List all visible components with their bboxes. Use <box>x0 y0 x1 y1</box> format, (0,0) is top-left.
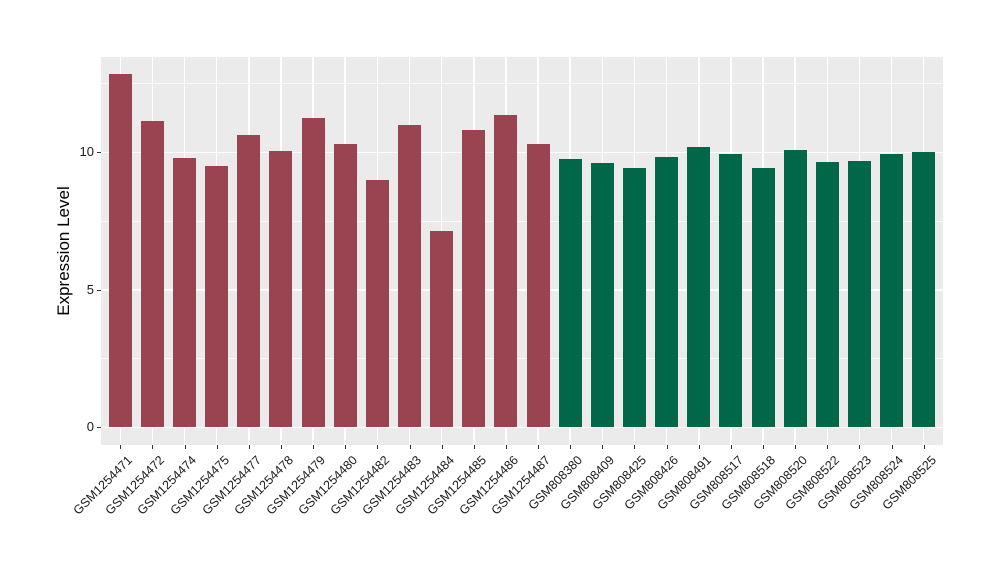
bar-GSM808525 <box>912 152 936 428</box>
bar-GSM1254484 <box>430 230 454 428</box>
x-tick-mark <box>570 445 572 449</box>
x-tick-mark <box>795 445 797 449</box>
bar-GSM808380 <box>558 159 582 428</box>
x-tick-mark <box>280 445 282 449</box>
x-tick-mark <box>216 445 218 449</box>
bar-GSM808491 <box>687 146 711 428</box>
x-tick-mark <box>698 445 700 449</box>
x-tick-mark <box>763 445 765 449</box>
x-tick-mark <box>634 445 636 449</box>
y-tick-mark <box>97 289 101 291</box>
x-tick-mark <box>345 445 347 449</box>
bar-GSM808426 <box>655 156 679 428</box>
bar-GSM1254480 <box>333 144 357 428</box>
x-tick-mark <box>184 445 186 449</box>
x-tick-mark <box>666 445 668 449</box>
bar-GSM808523 <box>847 160 871 428</box>
major-gridline <box>101 151 943 154</box>
x-tick-mark <box>923 445 925 449</box>
x-tick-mark <box>827 445 829 449</box>
x-tick-mark <box>473 445 475 449</box>
x-tick-mark <box>730 445 732 449</box>
bar-GSM1254486 <box>494 115 518 428</box>
bar-GSM1254478 <box>269 151 293 428</box>
bar-GSM1254483 <box>398 124 422 428</box>
bar-GSM1254472 <box>140 120 164 428</box>
x-tick-mark <box>538 445 540 449</box>
y-tick-mark <box>97 427 101 429</box>
y-tick-label: 5 <box>86 281 94 297</box>
x-tick-mark <box>891 445 893 449</box>
bar-GSM808522 <box>815 162 839 428</box>
x-tick-mark <box>152 445 154 449</box>
bar-GSM1254487 <box>526 144 550 428</box>
bar-GSM808425 <box>622 167 646 428</box>
major-gridline <box>101 289 943 291</box>
bar-GSM1254479 <box>301 118 325 428</box>
bar-GSM1254477 <box>237 134 261 428</box>
bar-GSM1254482 <box>365 179 389 428</box>
y-axis-title: Expression Level <box>54 186 73 316</box>
bar-GSM1254471 <box>108 74 132 428</box>
x-tick-mark <box>313 445 315 449</box>
x-tick-mark <box>505 445 507 449</box>
bar-GSM1254475 <box>205 166 229 428</box>
x-tick-mark <box>441 445 443 449</box>
bar-GSM808520 <box>783 149 807 428</box>
x-tick-mark <box>409 445 411 449</box>
minor-gridline <box>101 83 943 85</box>
minor-gridline <box>101 358 943 360</box>
x-tick-mark <box>120 445 122 449</box>
bar-GSM1254474 <box>173 157 197 428</box>
bar-GSM808409 <box>590 163 614 428</box>
bar-GSM808524 <box>880 153 904 428</box>
bar-GSM808517 <box>719 153 743 428</box>
x-tick-mark <box>377 445 379 449</box>
x-tick-mark <box>602 445 604 449</box>
bar-GSM1254485 <box>462 130 486 428</box>
y-tick-label: 10 <box>79 144 94 160</box>
y-tick-label: 0 <box>86 419 94 435</box>
minor-gridline <box>101 220 943 222</box>
bar-GSM808518 <box>751 167 775 428</box>
x-tick-mark <box>248 445 250 449</box>
x-tick-mark <box>859 445 861 449</box>
major-gridline <box>101 426 943 429</box>
y-tick-mark <box>97 152 101 154</box>
